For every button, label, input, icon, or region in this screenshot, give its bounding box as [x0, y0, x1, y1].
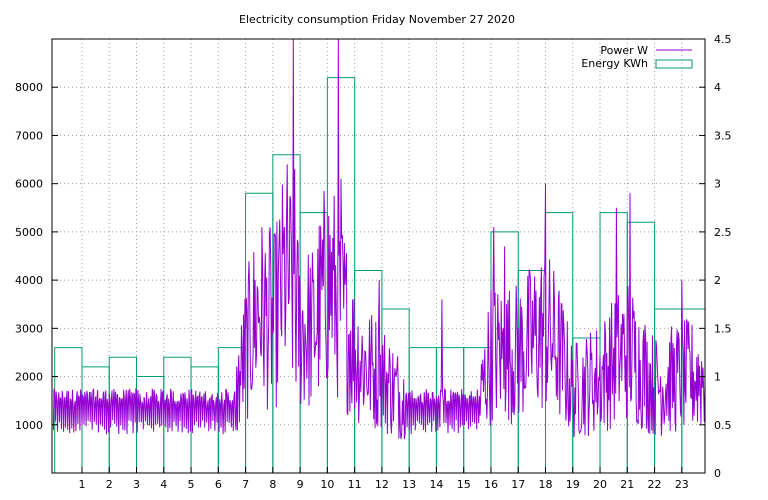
y-right-tick-label: 0: [714, 467, 721, 480]
y-right-tick-label: 1.5: [714, 322, 732, 335]
x-tick-label: 1: [78, 478, 85, 491]
x-tick-label: 9: [297, 478, 304, 491]
x-tick-label: 16: [484, 478, 498, 491]
energy-bar: [626, 221, 656, 473]
x-tick-label: 8: [269, 478, 276, 491]
x-tick-label: 5: [188, 478, 195, 491]
y-left-tick-label: 7000: [15, 129, 43, 142]
plot-frame: [51, 38, 706, 474]
x-tick-label: 19: [566, 478, 580, 491]
x-tick-label: 10: [320, 478, 334, 491]
x-tick-label: 15: [457, 478, 471, 491]
legend: Power W Energy KWh: [581, 44, 693, 70]
y-left-tick-label: 5000: [15, 226, 43, 239]
x-tick-label: 11: [348, 478, 362, 491]
x-tick-label: 21: [620, 478, 634, 491]
y-left-tick-label: 1000: [15, 419, 43, 432]
power-line: [52, 38, 706, 440]
y-right-tick-label: 3: [714, 178, 721, 191]
x-tick-label: 3: [133, 478, 140, 491]
y-right-tick-label: 1: [714, 371, 721, 384]
x-tick-label: 4: [160, 478, 167, 491]
y-right-tick-label: 4.5: [714, 33, 732, 46]
energy-bar: [599, 212, 628, 473]
power-series: [52, 38, 706, 440]
x-tick-label: 7: [242, 478, 249, 491]
y-left-tick-label: 2000: [15, 371, 43, 384]
y-right-tick-label: 0.5: [714, 419, 732, 432]
y-right-tick-label: 2: [714, 274, 721, 287]
legend-label-energy: Energy KWh: [581, 57, 648, 70]
y-left-tick-label: 4000: [15, 274, 43, 287]
legend-swatch-energy: [655, 59, 693, 69]
legend-label-power: Power W: [600, 44, 648, 57]
x-tick-label: 6: [215, 478, 222, 491]
chart-title: Electricity consumption Friday November …: [239, 13, 515, 26]
y-right-tick-label: 4: [714, 81, 721, 94]
y-right-tick-label: 2.5: [714, 226, 732, 239]
x-tick-label: 2: [106, 478, 113, 491]
x-tick-label: 22: [648, 478, 662, 491]
y-left-tick-label: 8000: [15, 81, 43, 94]
x-tick-label: 17: [511, 478, 525, 491]
y-right-tick-label: 3.5: [714, 129, 732, 142]
y-left-tick-label: 3000: [15, 322, 43, 335]
x-tick-label: 13: [402, 478, 416, 491]
y-left-tick-label: 6000: [15, 178, 43, 191]
x-tick-label: 12: [375, 478, 389, 491]
x-tick-label: 14: [429, 478, 443, 491]
x-tick-label: 20: [593, 478, 607, 491]
x-tick-label: 23: [675, 478, 689, 491]
x-tick-label: 18: [538, 478, 552, 491]
